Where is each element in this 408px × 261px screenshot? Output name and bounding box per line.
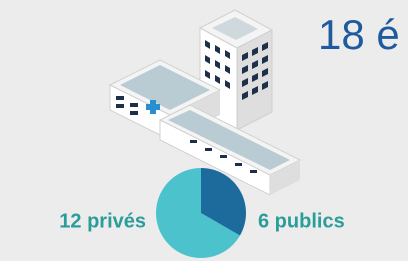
value-label: 12 privés [59,210,146,232]
pie [156,168,246,258]
value-label: 6 publics [258,210,345,232]
chart: 18 é 12 privés 6 publics [0,0,408,261]
title: 18 é [318,11,400,58]
page: 18 é 12 privés 6 publics (() => { const … [0,0,408,261]
